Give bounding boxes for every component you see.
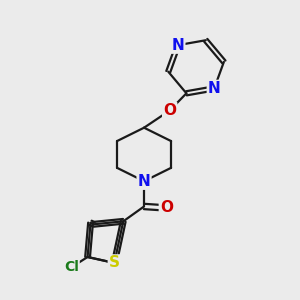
Text: S: S bbox=[109, 255, 120, 270]
Text: O: O bbox=[160, 200, 173, 215]
Text: N: N bbox=[172, 38, 184, 52]
Text: Cl: Cl bbox=[64, 260, 79, 274]
Text: N: N bbox=[138, 174, 150, 189]
Text: O: O bbox=[163, 103, 176, 118]
Text: N: N bbox=[208, 81, 220, 96]
